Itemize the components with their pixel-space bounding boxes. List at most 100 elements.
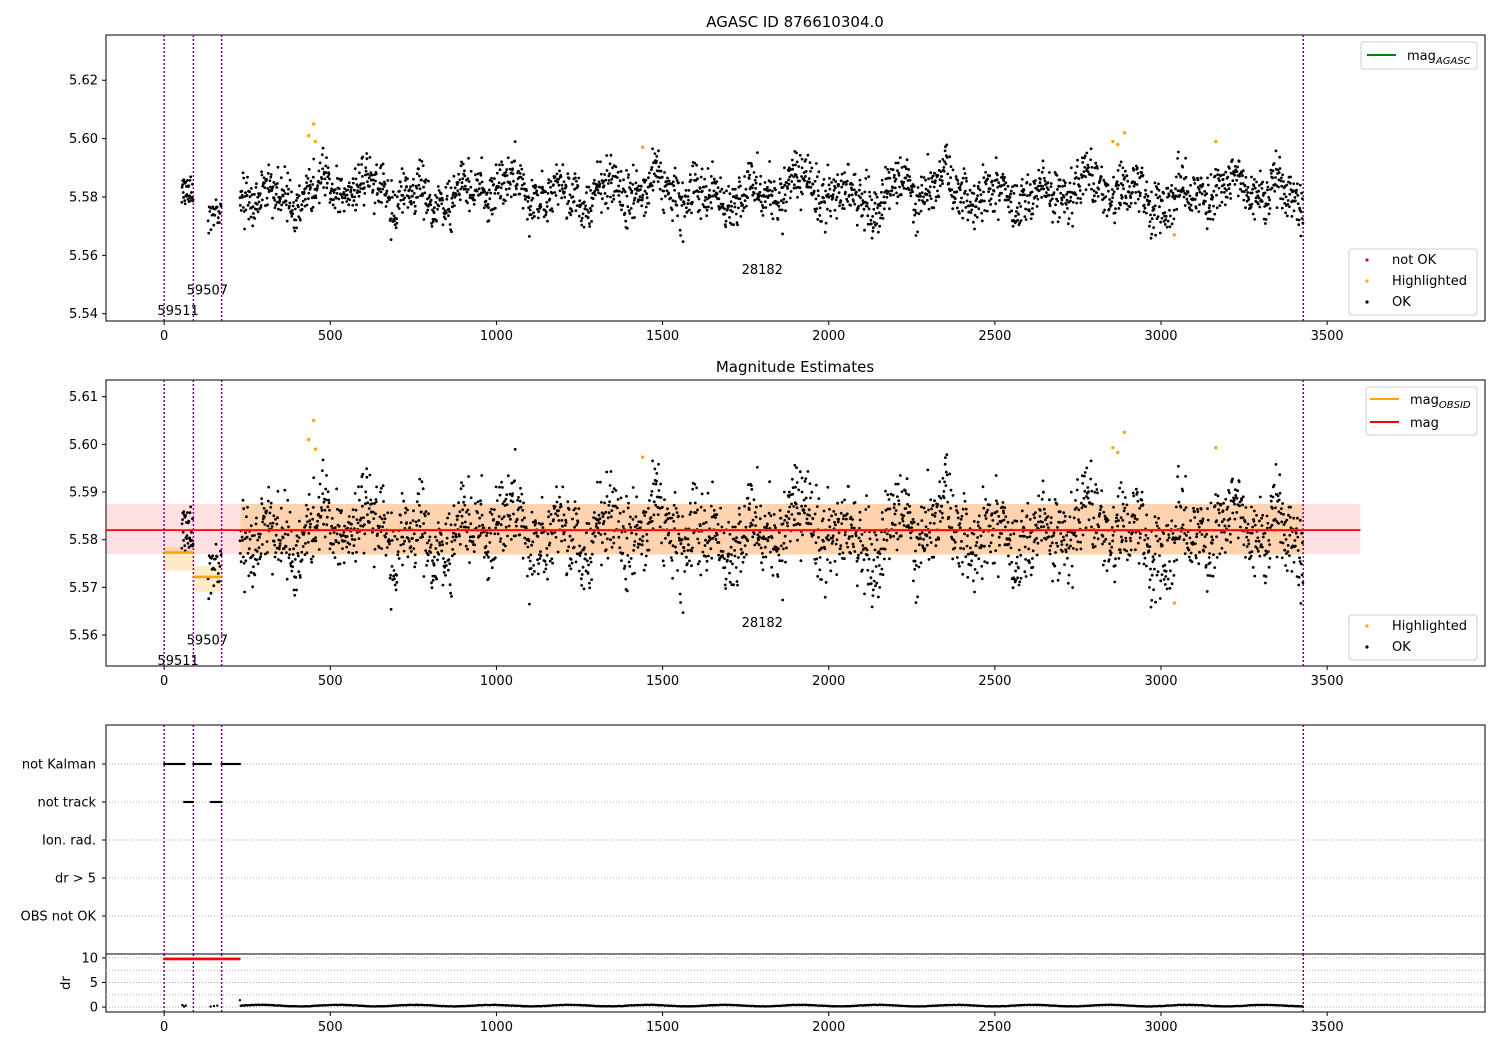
ok-point (695, 486, 698, 490)
ok-point (215, 205, 219, 209)
ok-point (426, 208, 430, 212)
ok-point (800, 504, 803, 508)
ok-point (721, 202, 725, 206)
ok-point (687, 198, 690, 202)
ok-point (815, 207, 819, 211)
ok-point (984, 498, 987, 501)
ok-point (1066, 581, 1070, 585)
ok-point (835, 573, 839, 576)
ok-point (884, 165, 887, 169)
ok-point (734, 196, 738, 200)
ok-point (1041, 479, 1045, 483)
ok-point (632, 202, 635, 205)
ok-point (762, 194, 766, 198)
ok-point (845, 512, 849, 516)
ok-point (931, 180, 934, 184)
ok-point (893, 179, 897, 183)
ok-point (346, 188, 349, 192)
ok-point (531, 520, 535, 524)
ok-point (924, 178, 927, 182)
ok-point (1168, 225, 1172, 229)
ok-point (770, 194, 774, 198)
ok-point (996, 522, 1000, 526)
ok-point (802, 508, 806, 512)
ok-point (1025, 194, 1029, 198)
ok-point (682, 202, 686, 206)
ok-point (724, 587, 728, 590)
ok-point (940, 179, 944, 183)
ok-point (782, 547, 785, 551)
ok-point (1205, 192, 1209, 196)
ok-point (320, 509, 324, 512)
ok-point (803, 480, 807, 483)
ok-point (624, 219, 628, 223)
ok-point (403, 196, 406, 200)
ok-point (1193, 178, 1196, 182)
ok-point (513, 159, 516, 163)
ok-point (290, 190, 293, 194)
ok-point (980, 577, 984, 581)
ok-point (361, 472, 365, 476)
ok-point (377, 200, 381, 204)
x-tick-label: 3000 (1144, 329, 1177, 344)
ok-point (1002, 518, 1006, 522)
ok-point (701, 550, 705, 554)
ok-point (218, 565, 222, 568)
ok-point (561, 524, 564, 528)
ok-point (608, 162, 612, 166)
ok-point (1068, 190, 1071, 194)
ok-point (1226, 175, 1230, 179)
ok-point (580, 573, 584, 576)
ok-point (868, 190, 871, 194)
ok-point (1113, 580, 1117, 584)
ok-point (696, 195, 700, 198)
ok-point (711, 536, 715, 540)
ok-point (279, 196, 282, 199)
ok-point (906, 511, 910, 515)
ok-point (687, 189, 691, 192)
ok-point (589, 189, 592, 192)
ok-point (1254, 196, 1258, 200)
ok-point (1218, 179, 1221, 183)
ok-point (318, 482, 322, 486)
ok-point (1173, 541, 1176, 545)
ok-point (1065, 534, 1068, 537)
ok-point (1128, 554, 1132, 557)
ok-point (563, 524, 567, 527)
ok-point (1107, 207, 1111, 211)
ok-point (1011, 224, 1015, 228)
ok-point (288, 510, 292, 514)
ok-point (975, 541, 979, 544)
ok-point (946, 500, 950, 504)
ok-point (816, 189, 820, 193)
ok-point (509, 517, 512, 521)
ok-point (677, 192, 681, 195)
ok-point (255, 202, 259, 206)
ok-point (310, 209, 314, 213)
ok-point (659, 169, 663, 173)
ok-point (661, 208, 665, 212)
ok-point (509, 195, 513, 199)
ok-point (631, 183, 635, 186)
ok-point (418, 174, 421, 178)
ok-point (360, 163, 363, 166)
ok-point (614, 504, 617, 508)
ok-point (270, 525, 274, 528)
ok-point (1058, 510, 1062, 514)
ok-point (480, 156, 484, 160)
ok-point (562, 513, 566, 517)
ok-point (1074, 499, 1077, 502)
ok-point (208, 562, 212, 565)
ok-point (884, 508, 888, 512)
ok-point (657, 462, 660, 466)
ok-point (1189, 183, 1192, 187)
ok-point (1131, 491, 1135, 495)
ok-point (1144, 192, 1148, 196)
ok-point (212, 584, 216, 588)
ok-point (1101, 563, 1105, 567)
ok-point (1208, 204, 1211, 207)
ok-point (303, 553, 307, 556)
ok-point (547, 515, 550, 519)
ok-point (415, 524, 419, 527)
ok-point (1153, 567, 1156, 571)
